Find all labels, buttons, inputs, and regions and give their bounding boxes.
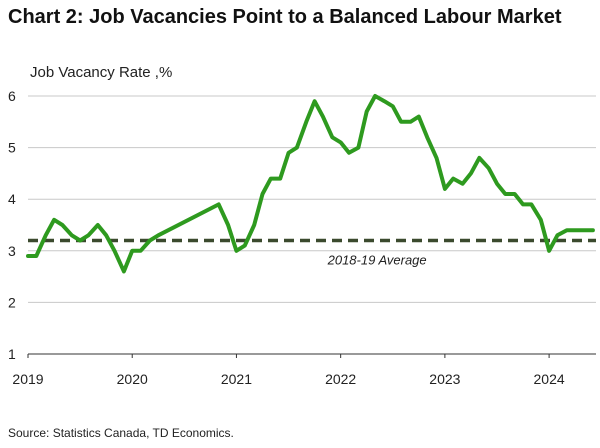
data-point [530,203,532,205]
y-tick-label: 3 [8,243,16,259]
data-point [87,234,90,236]
data-point [400,121,402,123]
data-point [470,172,472,174]
data-point [27,255,29,257]
data-point [392,105,394,107]
data-point [582,229,585,231]
data-point [348,152,350,154]
data-point [227,224,229,226]
data-point [71,234,73,236]
data-point [574,229,576,231]
y-tick-label: 5 [8,140,16,156]
data-point [488,167,490,169]
data-point [592,229,594,231]
x-tick-label: 2023 [429,371,460,387]
data-point [357,147,359,149]
data-point [279,177,281,180]
data-point [383,100,386,102]
data-point [113,250,116,252]
data-point [261,193,264,195]
data-point [131,250,133,252]
series-line-job-vacancy-rate [26,94,595,274]
data-point [566,229,568,231]
grid-lines [28,95,596,303]
data-point [418,116,420,118]
y-axis-label: Job Vacancy Rate ,% [30,64,173,81]
data-point [540,219,542,221]
data-point [478,157,480,159]
data-point [461,183,464,185]
x-tick-label: 2021 [221,371,252,387]
data-point [556,234,559,236]
data-point [409,121,412,123]
data-point [496,183,498,185]
data-point [305,121,307,123]
x-tick-label: 2020 [117,371,148,387]
data-point [522,203,524,205]
x-tick-label: 2022 [325,371,356,387]
y-tick-label: 4 [8,191,16,207]
data-point [374,95,376,97]
chart-title: Chart 2: Job Vacancies Point to a Balanc… [8,6,562,28]
average-annotation: 2018-19 Average [327,252,427,267]
data-point [548,250,550,252]
data-point [444,188,446,190]
data-point [270,177,272,180]
data-point [253,224,255,226]
data-point [123,270,125,273]
data-point [504,193,506,195]
data-point [452,177,454,180]
y-tick-label: 1 [8,346,16,362]
data-point [105,234,107,236]
data-point [53,219,55,221]
source-note: Source: Statistics Canada, TD Economics. [8,426,234,440]
data-point [287,152,290,154]
data-point [61,224,63,226]
data-point [218,203,220,205]
data-point [435,157,438,159]
series-group [26,94,595,274]
data-point [296,147,298,149]
data-point [514,193,516,195]
data-point [340,141,342,144]
x-tick-label: 2019 [12,371,43,387]
y-tick-labels: 1 2 3 4 5 6 [8,88,16,362]
x-tick-labels: 2019 2020 2021 2022 2023 2024 [12,354,565,387]
data-point [366,110,368,113]
data-point [149,239,151,242]
data-point [79,239,81,242]
data-point [97,224,99,226]
data-point [322,116,324,118]
data-point [426,136,428,138]
x-tick-label: 2024 [534,371,565,387]
y-tick-label: 2 [8,294,16,310]
y-tick-label: 6 [8,88,16,104]
data-point [45,234,47,236]
data-point [235,250,238,252]
data-point [244,245,246,247]
data-point [314,100,316,102]
data-point [35,255,37,257]
data-point [331,136,333,138]
data-point [157,234,159,236]
data-point [139,250,142,252]
